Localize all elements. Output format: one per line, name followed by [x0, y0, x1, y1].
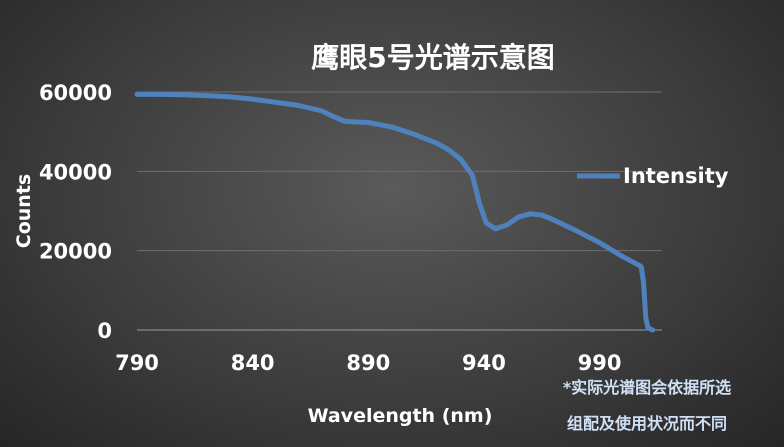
y-tick-label: 40000	[39, 160, 112, 184]
y-tick-label: 60000	[39, 81, 112, 105]
x-tick-label: 940	[462, 351, 506, 375]
y-tick-label: 0	[97, 319, 112, 343]
footnote-line-1: *实际光谱图会依据所选	[562, 378, 732, 397]
footnote-line-2: 组配及使用状况而不同	[566, 414, 727, 433]
chart-legend: Intensity	[577, 164, 729, 188]
x-axis-label: Wavelength (nm)	[308, 405, 493, 427]
x-tick-label: 890	[346, 351, 390, 375]
x-tick-label: 790	[115, 351, 159, 375]
x-tick-label: 840	[231, 351, 275, 375]
legend-label-intensity: Intensity	[623, 164, 729, 188]
chart-title: 鹰眼5号光谱示意图	[311, 41, 554, 74]
series-line-intensity	[134, 91, 656, 333]
y-axis-label: Counts	[13, 174, 35, 248]
x-tick-label: 990	[578, 351, 622, 375]
y-tick-label: 20000	[39, 240, 112, 264]
